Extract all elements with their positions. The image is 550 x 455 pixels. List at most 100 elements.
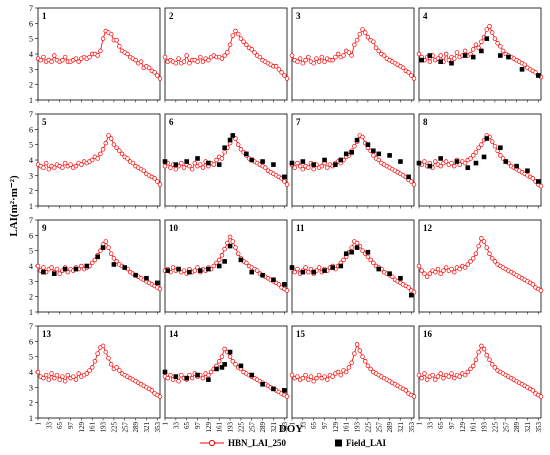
hbn-point (433, 159, 438, 164)
hbn-point (341, 257, 346, 263)
field-point (427, 53, 433, 58)
panel-label: 9 (42, 223, 47, 233)
x-tick-label: 1 (162, 422, 170, 426)
hbn-point (168, 372, 173, 378)
hbn-point (538, 183, 544, 189)
field-point (173, 374, 179, 379)
x-tick-label: 225 (110, 422, 118, 433)
hbn-point (322, 374, 327, 379)
panel-15: 15 1 33 65 97 129 161 193 225 257 289 321 353 (289, 325, 417, 433)
hbn-point (257, 54, 263, 60)
hbn-point (214, 157, 219, 163)
y-tick-label: 7 (29, 322, 33, 331)
x-tick-label: 65 (183, 422, 191, 430)
x-tick-label: 257 (502, 422, 510, 433)
hbn-point (481, 346, 487, 352)
hbn-point (230, 239, 236, 244)
hbn-point (49, 265, 54, 270)
hbn-point (289, 372, 295, 378)
hbn-point (181, 268, 187, 273)
field-point (349, 249, 354, 255)
field-point (73, 266, 79, 272)
hbn-point (263, 165, 268, 170)
hbn-point (462, 48, 468, 54)
x-tick-label: 321 (397, 422, 405, 433)
hbn-point (57, 377, 62, 382)
x-tick-label: 353 (408, 422, 416, 433)
hbn-point (324, 377, 330, 382)
field-point (300, 269, 306, 275)
field-point (387, 153, 392, 158)
panel-8: 8 (416, 113, 544, 209)
field-point (371, 148, 376, 154)
hbn-point (481, 239, 487, 244)
hbn-point (446, 374, 452, 379)
x-tick-label: 33 (426, 422, 434, 430)
hbn-point (95, 53, 100, 58)
field-point (479, 48, 484, 54)
hbn-point (106, 133, 111, 138)
hbn-point (181, 59, 187, 64)
panel-label: 5 (42, 117, 47, 127)
hbn-point (470, 47, 476, 52)
panel-frame (164, 113, 288, 207)
hbn-point (454, 50, 460, 55)
field-point (227, 243, 233, 249)
hbn-point (489, 256, 495, 261)
field-point (322, 268, 327, 273)
field-point (197, 268, 203, 273)
hbn-point (57, 271, 62, 276)
hbn-point (522, 62, 527, 67)
hbn-point (303, 57, 308, 63)
x-tick-label: 1 (35, 422, 43, 426)
x-tick-label: 225 (237, 422, 245, 433)
hbn-point (308, 374, 314, 379)
hbn-point (411, 76, 417, 81)
field-point (62, 266, 68, 272)
field-point (300, 159, 306, 164)
hbn-point (306, 165, 311, 170)
field-point (122, 265, 128, 270)
hbn-point (476, 243, 481, 249)
hbn-point (62, 160, 68, 166)
hbn-point (216, 359, 222, 364)
hbn-point (484, 27, 490, 32)
field-point (535, 73, 541, 78)
field-point (462, 53, 468, 58)
hbn-point (441, 375, 446, 381)
field-point (249, 157, 255, 163)
hbn-point (400, 65, 406, 71)
hbn-point (373, 45, 379, 51)
hbn-point (468, 259, 473, 264)
hbn-point (465, 262, 471, 267)
hbn-point (487, 24, 492, 29)
hbn-point (197, 54, 203, 60)
hbn-point (443, 159, 449, 164)
hbn-point (241, 39, 246, 44)
field-point (51, 271, 57, 276)
hbn-point (357, 348, 363, 353)
hbn-point (419, 375, 424, 381)
hbn-point (108, 136, 114, 141)
hbn-point (84, 371, 90, 376)
hbn-point (100, 36, 106, 41)
hbn-point (473, 357, 479, 362)
hbn-point (225, 50, 230, 55)
hbn-point (233, 28, 238, 34)
field-point (365, 142, 371, 147)
hbn-point (52, 53, 57, 58)
hbn-point (470, 153, 476, 158)
hbn-point (187, 60, 192, 66)
field-point (365, 249, 371, 255)
hbn-point (465, 369, 471, 375)
hbn-point (157, 76, 163, 81)
hbn-point (138, 59, 144, 64)
hbn-point (449, 266, 454, 272)
hbn-point (316, 59, 322, 64)
field-point (416, 160, 422, 166)
hbn-point (46, 166, 52, 172)
panel-label: 16 (423, 329, 433, 339)
panel-3: 3 (289, 7, 417, 103)
y-tick-label: 4 (29, 262, 33, 271)
